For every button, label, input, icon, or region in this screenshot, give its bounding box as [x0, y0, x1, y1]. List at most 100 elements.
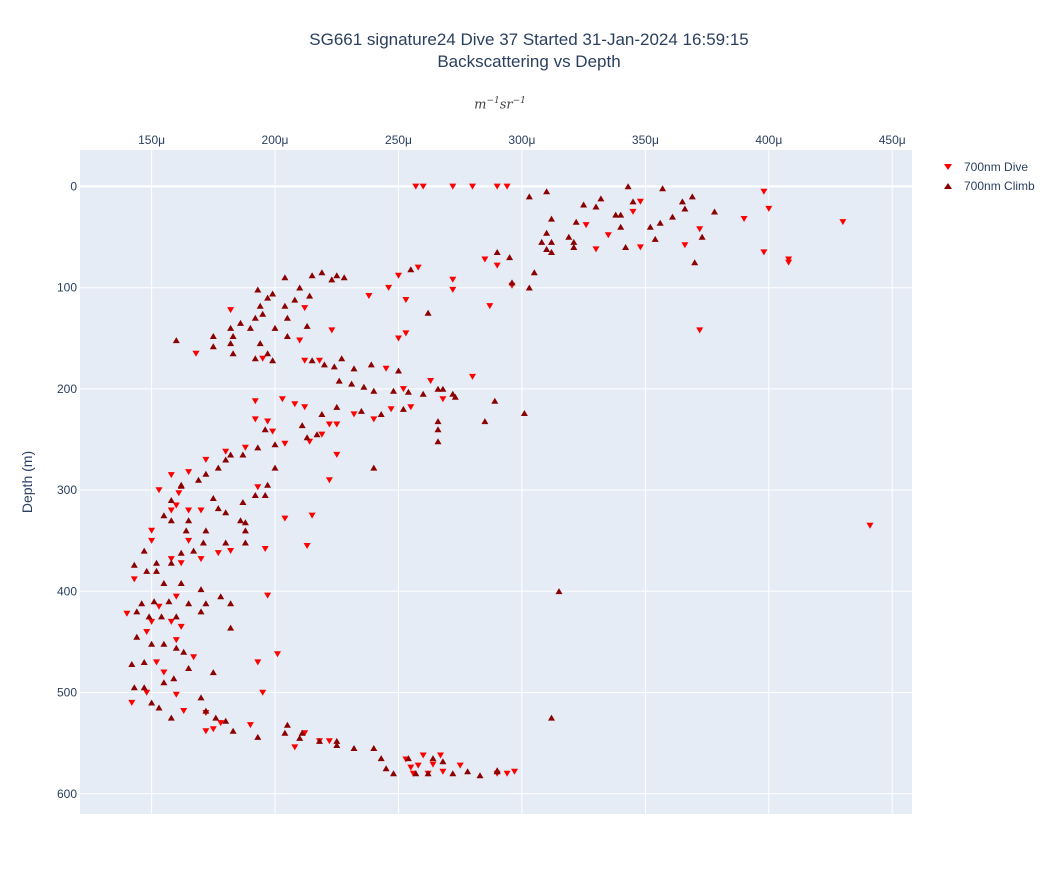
climb-point[interactable] [128, 661, 136, 667]
dive-point[interactable] [172, 691, 180, 698]
climb-point[interactable] [229, 727, 237, 734]
dive-point[interactable] [449, 183, 457, 190]
dive-point[interactable] [592, 246, 600, 253]
climb-point[interactable] [570, 244, 578, 250]
climb-point[interactable] [229, 333, 237, 339]
dive-point[interactable] [214, 550, 222, 557]
dive-point[interactable] [456, 762, 464, 769]
climb-point[interactable] [269, 357, 277, 364]
dive-point[interactable] [202, 728, 210, 735]
climb-point[interactable] [283, 314, 291, 321]
dive-point[interactable] [148, 527, 156, 534]
dive-point[interactable] [167, 507, 175, 514]
climb-point[interactable] [399, 405, 407, 412]
climb-point[interactable] [318, 269, 326, 276]
climb-point[interactable] [313, 431, 321, 438]
dive-point[interactable] [412, 183, 420, 190]
climb-point[interactable] [525, 284, 533, 291]
climb-point[interactable] [360, 383, 368, 390]
climb-point[interactable] [209, 669, 217, 676]
climb-point[interactable] [185, 517, 193, 524]
climb-point[interactable] [390, 387, 397, 394]
climb-point[interactable] [167, 517, 175, 524]
dive-point[interactable] [180, 708, 188, 714]
dive-point[interactable] [414, 762, 422, 769]
climb-point[interactable] [251, 355, 259, 362]
climb-point[interactable] [271, 324, 279, 331]
climb-point[interactable] [303, 322, 311, 329]
climb-point[interactable] [222, 509, 230, 516]
dive-point[interactable] [281, 440, 289, 447]
dive-point[interactable] [325, 421, 333, 428]
climb-point[interactable] [538, 238, 546, 245]
dive-point[interactable] [291, 744, 299, 751]
dive-point[interactable] [261, 546, 269, 552]
dive-point[interactable] [274, 651, 281, 658]
climb-point[interactable] [688, 193, 696, 200]
climb-point[interactable] [241, 519, 249, 526]
dive-point[interactable] [469, 373, 476, 380]
dive-point[interactable] [197, 556, 205, 563]
dive-point[interactable] [395, 272, 402, 279]
dive-point[interactable] [209, 726, 217, 733]
dive-point[interactable] [227, 307, 235, 314]
dive-point[interactable] [160, 669, 168, 676]
climb-point[interactable] [254, 444, 262, 451]
climb-point[interactable] [209, 495, 217, 501]
climb-point[interactable] [241, 527, 249, 534]
climb-point[interactable] [199, 539, 207, 546]
dive-point[interactable] [407, 764, 415, 771]
legend[interactable]: 700nm Dive 700nm Climb [942, 157, 1035, 195]
climb-point[interactable] [269, 290, 277, 297]
climb-point[interactable] [350, 365, 358, 372]
climb-point[interactable] [449, 770, 457, 777]
dive-point[interactable] [172, 502, 180, 509]
dive-point[interactable] [296, 337, 304, 344]
climb-point[interactable] [170, 675, 178, 682]
climb-point[interactable] [412, 770, 420, 777]
climb-point[interactable] [548, 249, 555, 255]
climb-point[interactable] [227, 340, 235, 347]
dive-point[interactable] [325, 477, 333, 484]
climb-point[interactable] [291, 296, 299, 303]
climb-point[interactable] [424, 309, 432, 316]
climb-point[interactable] [222, 539, 230, 546]
climb-point[interactable] [222, 717, 230, 724]
dive-point[interactable] [167, 556, 175, 563]
climb-point[interactable] [298, 729, 306, 736]
dive-point[interactable] [153, 659, 160, 666]
dive-point[interactable] [177, 623, 185, 630]
dive-point[interactable] [148, 618, 156, 625]
climb-point[interactable] [251, 492, 259, 498]
climb-point[interactable] [222, 456, 230, 463]
climb-point[interactable] [283, 333, 291, 339]
climb-point[interactable] [419, 390, 427, 397]
climb-point[interactable] [197, 586, 205, 593]
dive-point[interactable] [760, 249, 768, 256]
climb-point[interactable] [153, 567, 160, 574]
climb-point[interactable] [316, 737, 323, 744]
climb-point[interactable] [330, 363, 338, 370]
climb-point[interactable] [333, 737, 341, 744]
climb-point[interactable] [678, 198, 686, 205]
climb-point[interactable] [148, 640, 156, 647]
dive-point[interactable] [395, 335, 402, 342]
dive-point[interactable] [511, 768, 518, 775]
dive-point[interactable] [427, 378, 435, 384]
dive-point[interactable] [765, 205, 773, 212]
dive-point[interactable] [167, 618, 175, 625]
climb-point[interactable] [506, 254, 514, 261]
climb-point[interactable] [407, 266, 415, 273]
dive-point[interactable] [143, 689, 151, 696]
climb-point[interactable] [476, 772, 484, 779]
dive-point[interactable] [696, 226, 704, 233]
dive-point[interactable] [301, 305, 309, 312]
dive-point[interactable] [264, 418, 272, 425]
dive-point[interactable] [350, 411, 358, 418]
dive-point[interactable] [449, 286, 457, 293]
climb-point[interactable] [629, 198, 637, 205]
climb-point[interactable] [377, 755, 385, 762]
dive-point[interactable] [316, 357, 323, 364]
dive-point[interactable] [148, 537, 156, 544]
